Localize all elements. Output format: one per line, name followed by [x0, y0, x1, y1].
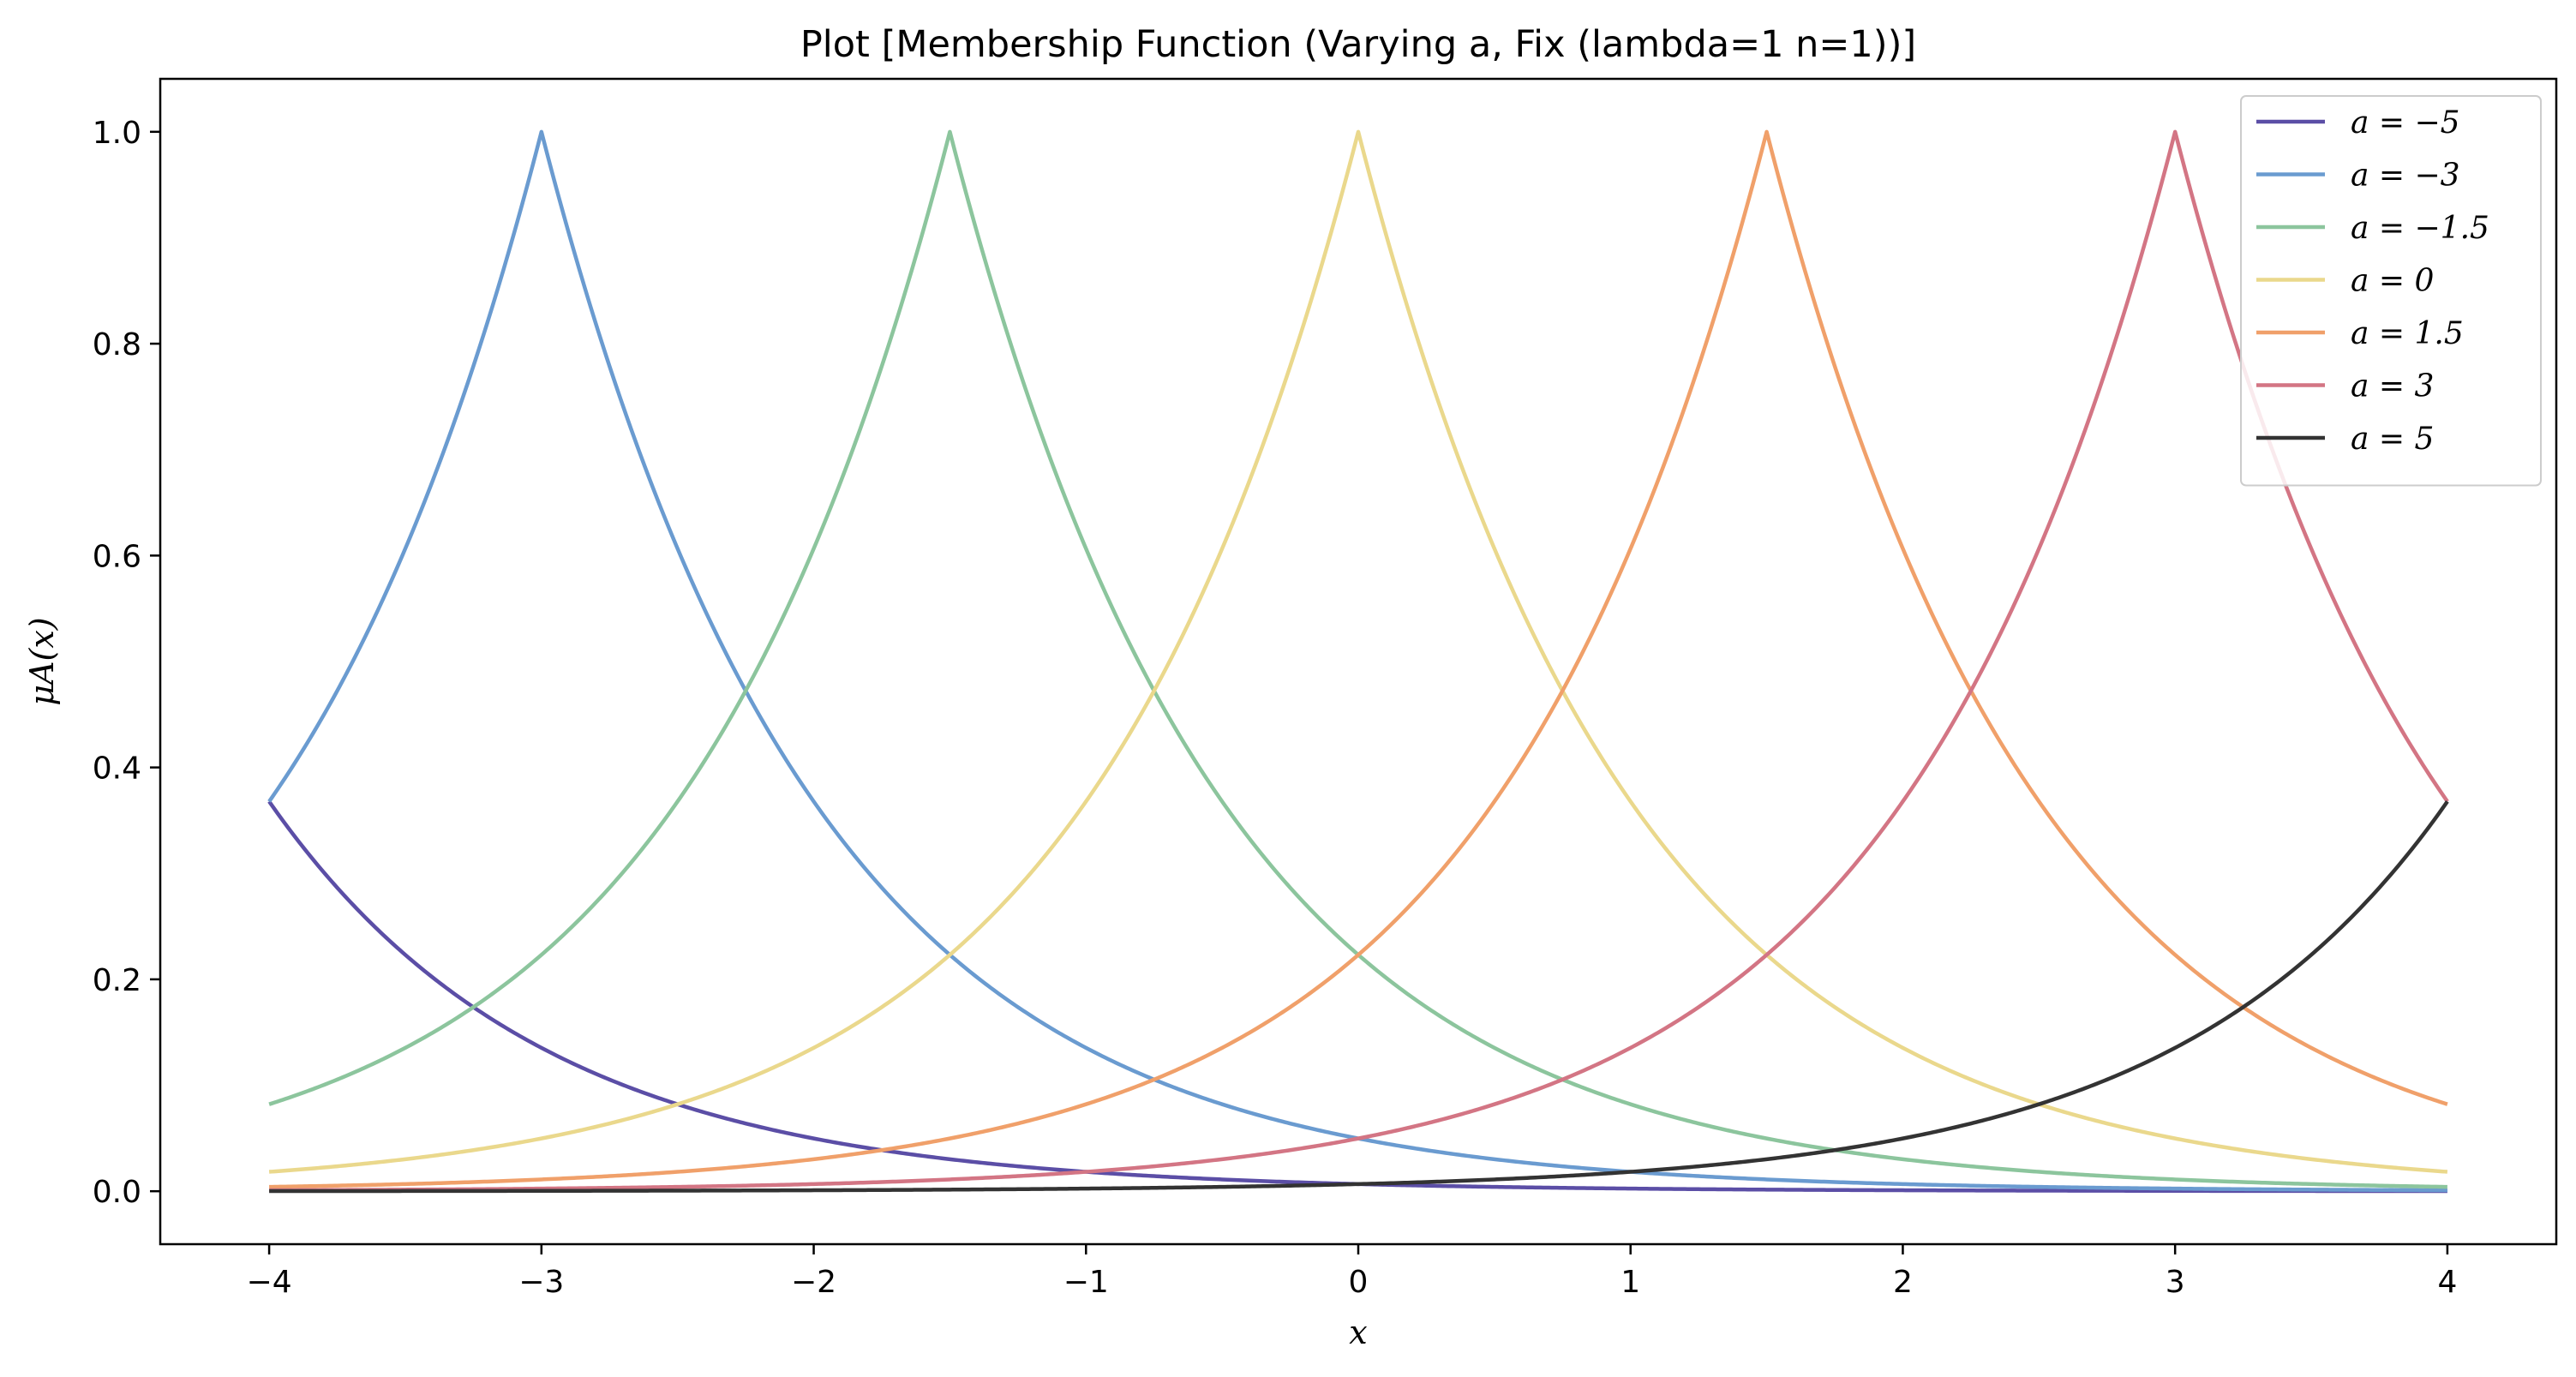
- x-axis-label: x: [1349, 1314, 1367, 1351]
- series-line-3: [268, 129, 2448, 1174]
- legend-label-5: a = 3: [2351, 369, 2434, 404]
- series-line-1: [267, 129, 2447, 1193]
- legend-label-6: a = 5: [2351, 422, 2434, 457]
- x-tick-label: −3: [518, 1265, 564, 1300]
- legend-label-3: a = 0: [2351, 264, 2434, 299]
- chart-title: Plot [Membership Function (Varying a, Fi…: [800, 23, 1916, 66]
- legend-label-2: a = −1.5: [2351, 211, 2489, 246]
- plot-frame: [159, 77, 2558, 1246]
- y-tick-label: 0.8: [93, 327, 141, 362]
- series-line-6: [269, 800, 2449, 1194]
- x-tick-label: −1: [1063, 1265, 1109, 1300]
- y-tick-label: 0.6: [93, 539, 141, 574]
- y-axis-label: μA(x): [23, 617, 61, 705]
- legend-label-1: a = −3: [2351, 159, 2460, 194]
- x-tick-label: 1: [1620, 1265, 1640, 1300]
- x-tick-label: 4: [2437, 1265, 2457, 1300]
- x-tick-label: 2: [1893, 1265, 1913, 1300]
- y-tick-label: 1.0: [93, 116, 141, 151]
- series-line-2: [268, 129, 2447, 1189]
- legend-label-0: a = −5: [2351, 105, 2460, 141]
- legend: a = −5 a = −3 a = −1.5 a = 0 a = 1.5 a = 3 a =…: [2240, 95, 2542, 487]
- x-tick-label: −2: [791, 1265, 836, 1300]
- y-tick-label: 0.0: [93, 1175, 141, 1210]
- y-tick-label: 0.2: [93, 963, 141, 998]
- y-tick-label: 0.4: [93, 751, 141, 787]
- series-group: [267, 129, 2449, 1194]
- series-line-4: [269, 129, 2448, 1189]
- x-tick-label: −4: [247, 1265, 292, 1300]
- legend-box: [2240, 95, 2542, 487]
- legend-label-4: a = 1.5: [2351, 316, 2464, 351]
- x-tick-label: 0: [1349, 1265, 1369, 1300]
- series-line-5: [269, 129, 2449, 1193]
- x-tick-label: 3: [2166, 1265, 2185, 1300]
- series-line-0: [267, 800, 2447, 1194]
